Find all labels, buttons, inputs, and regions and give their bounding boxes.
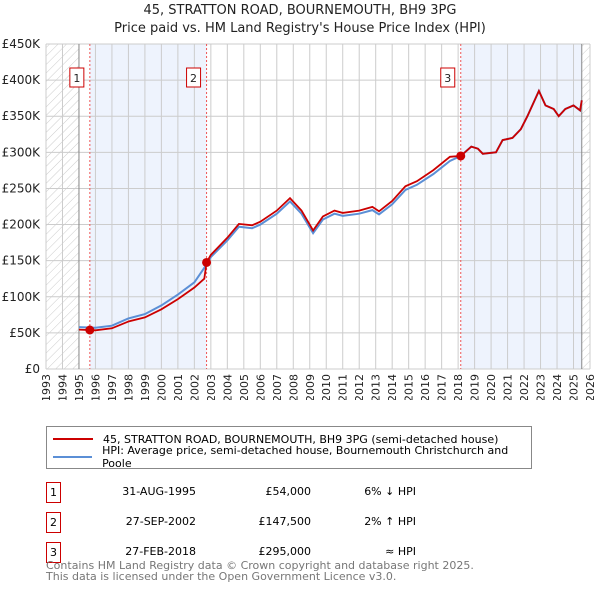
x-tick-label: 2000 — [155, 374, 168, 400]
y-tick-label: £350K — [2, 109, 42, 123]
legend-item-hpi: HPI: Average price, semi-detached house,… — [53, 444, 531, 470]
x-tick-label: 2017 — [436, 374, 449, 400]
sale-label: 1 — [73, 72, 80, 85]
sale-marker-num: 3 — [46, 542, 61, 563]
sale-marker-num: 1 — [46, 482, 61, 503]
x-tick-label: 2018 — [452, 374, 465, 400]
x-tick-label: 2023 — [535, 374, 548, 400]
legend-item-property: 45, STRATTON ROAD, BOURNEMOUTH, BH9 3PG … — [53, 430, 498, 448]
y-tick-label: £450K — [2, 37, 42, 51]
y-tick-label: £150K — [2, 254, 42, 268]
sale-label-box — [440, 67, 456, 88]
subtitle: Price paid vs. HM Land Registry's House … — [114, 21, 486, 36]
x-tick-label: 2012 — [353, 374, 366, 400]
sale-price: £147,500 — [258, 515, 312, 528]
hpi-relation: 2% ↑ HPI — [364, 515, 416, 528]
legend-label: HPI: Average price, semi-detached house,… — [102, 444, 509, 470]
y-tick-label: £300K — [2, 145, 42, 159]
x-tick-label: 2025 — [568, 374, 581, 400]
x-tick-label: 2001 — [172, 374, 185, 400]
x-tick-label: 2015 — [403, 374, 416, 400]
footer-line: Contains HM Land Registry data © Crown c… — [46, 559, 474, 572]
sale-label-box — [186, 67, 202, 88]
table-row: 2 27-SEP-2002 £147,500 2% ↑ HPI — [46, 512, 446, 533]
y-tick-label: £0 — [25, 362, 40, 376]
chart-title: 45, STRATTON ROAD, BOURNEMOUTH, BH9 3PG P… — [0, 2, 600, 38]
y-tick-label: £400K — [2, 73, 42, 87]
x-tick-label: 1993 — [40, 374, 53, 400]
hpi-relation: ≈ HPI — [385, 545, 416, 558]
sale-label: 2 — [190, 72, 197, 85]
sale-price: £54,000 — [265, 485, 312, 498]
x-tick-label: 2024 — [551, 374, 564, 400]
x-tick-label: 2020 — [485, 374, 498, 400]
x-tick-label: 2010 — [320, 374, 333, 400]
sale-label-box — [69, 67, 85, 88]
hpi-relation: 6% ↓ HPI — [364, 485, 416, 498]
sale-price: £295,000 — [258, 545, 312, 558]
sale-date: 27-SEP-2002 — [125, 515, 196, 528]
x-tick-label: 2022 — [518, 374, 531, 400]
x-tick-label: 2007 — [271, 374, 284, 400]
sale-point — [202, 257, 212, 267]
x-tick-label: 1999 — [139, 374, 152, 400]
x-tick-label: 2016 — [419, 374, 432, 400]
sale-label: 3 — [444, 72, 451, 85]
sale-date: 27-FEB-2018 — [125, 545, 196, 558]
footer-line: This data is licensed under the Open Gov… — [46, 570, 397, 583]
legend-label: 45, STRATTON ROAD, BOURNEMOUTH, BH9 3PG … — [103, 432, 499, 446]
price-chart: 1993 1994 1995 1996 1997 1998 1999 2000 2001 2002… — [2, 37, 597, 400]
sale-marker-num: 2 — [46, 512, 61, 533]
x-tick-label: 2002 — [188, 374, 201, 400]
x-tick-label: 1996 — [89, 374, 102, 400]
shaded-region — [460, 44, 582, 369]
hatched-region — [581, 44, 590, 369]
red-line-swatch — [53, 438, 93, 440]
x-tick-label: 2026 — [584, 374, 597, 400]
x-tick-label: 1995 — [73, 374, 86, 400]
table-row: 3 27-FEB-2018 £295,000 ≈ HPI — [46, 542, 446, 563]
y-tick-label: £50K — [9, 326, 41, 340]
price-paid-line — [78, 88, 583, 332]
x-tick-label: 2019 — [469, 374, 482, 400]
x-tick-label: 2003 — [205, 374, 218, 400]
x-tick-label: 2014 — [386, 374, 399, 400]
x-tick-label: 2008 — [287, 374, 300, 400]
y-tick-label: £100K — [2, 290, 42, 304]
x-tick-label: 2004 — [221, 374, 234, 400]
y-tick-label: £200K — [2, 218, 42, 232]
sale-point — [85, 325, 95, 335]
sale-point — [456, 151, 466, 161]
x-tick-label: 2021 — [502, 374, 515, 400]
x-tick-label: 1994 — [56, 374, 69, 400]
x-tick-label: 2011 — [337, 374, 350, 400]
x-tick-label: 1997 — [106, 374, 119, 400]
sale-date: 31-AUG-1995 — [122, 485, 196, 498]
shaded-region — [89, 44, 207, 369]
footer: Contains HM Land Registry data © Crown c… — [46, 560, 474, 582]
y-tick-label: £250K — [2, 181, 42, 195]
legend: 45, STRATTON ROAD, BOURNEMOUTH, BH9 3PG … — [46, 426, 532, 470]
x-tick-label: 2006 — [254, 374, 267, 400]
title: 45, STRATTON ROAD, BOURNEMOUTH, BH9 3PG — [143, 3, 457, 18]
blue-line-swatch — [53, 456, 93, 458]
table-row: 1 31-AUG-1995 £54,000 6% ↓ HPI — [46, 482, 446, 503]
x-tick-label: 2013 — [370, 374, 383, 400]
x-tick-label: 2009 — [304, 374, 317, 400]
x-tick-label: 2005 — [238, 374, 251, 400]
x-tick-label: 1998 — [122, 374, 135, 400]
